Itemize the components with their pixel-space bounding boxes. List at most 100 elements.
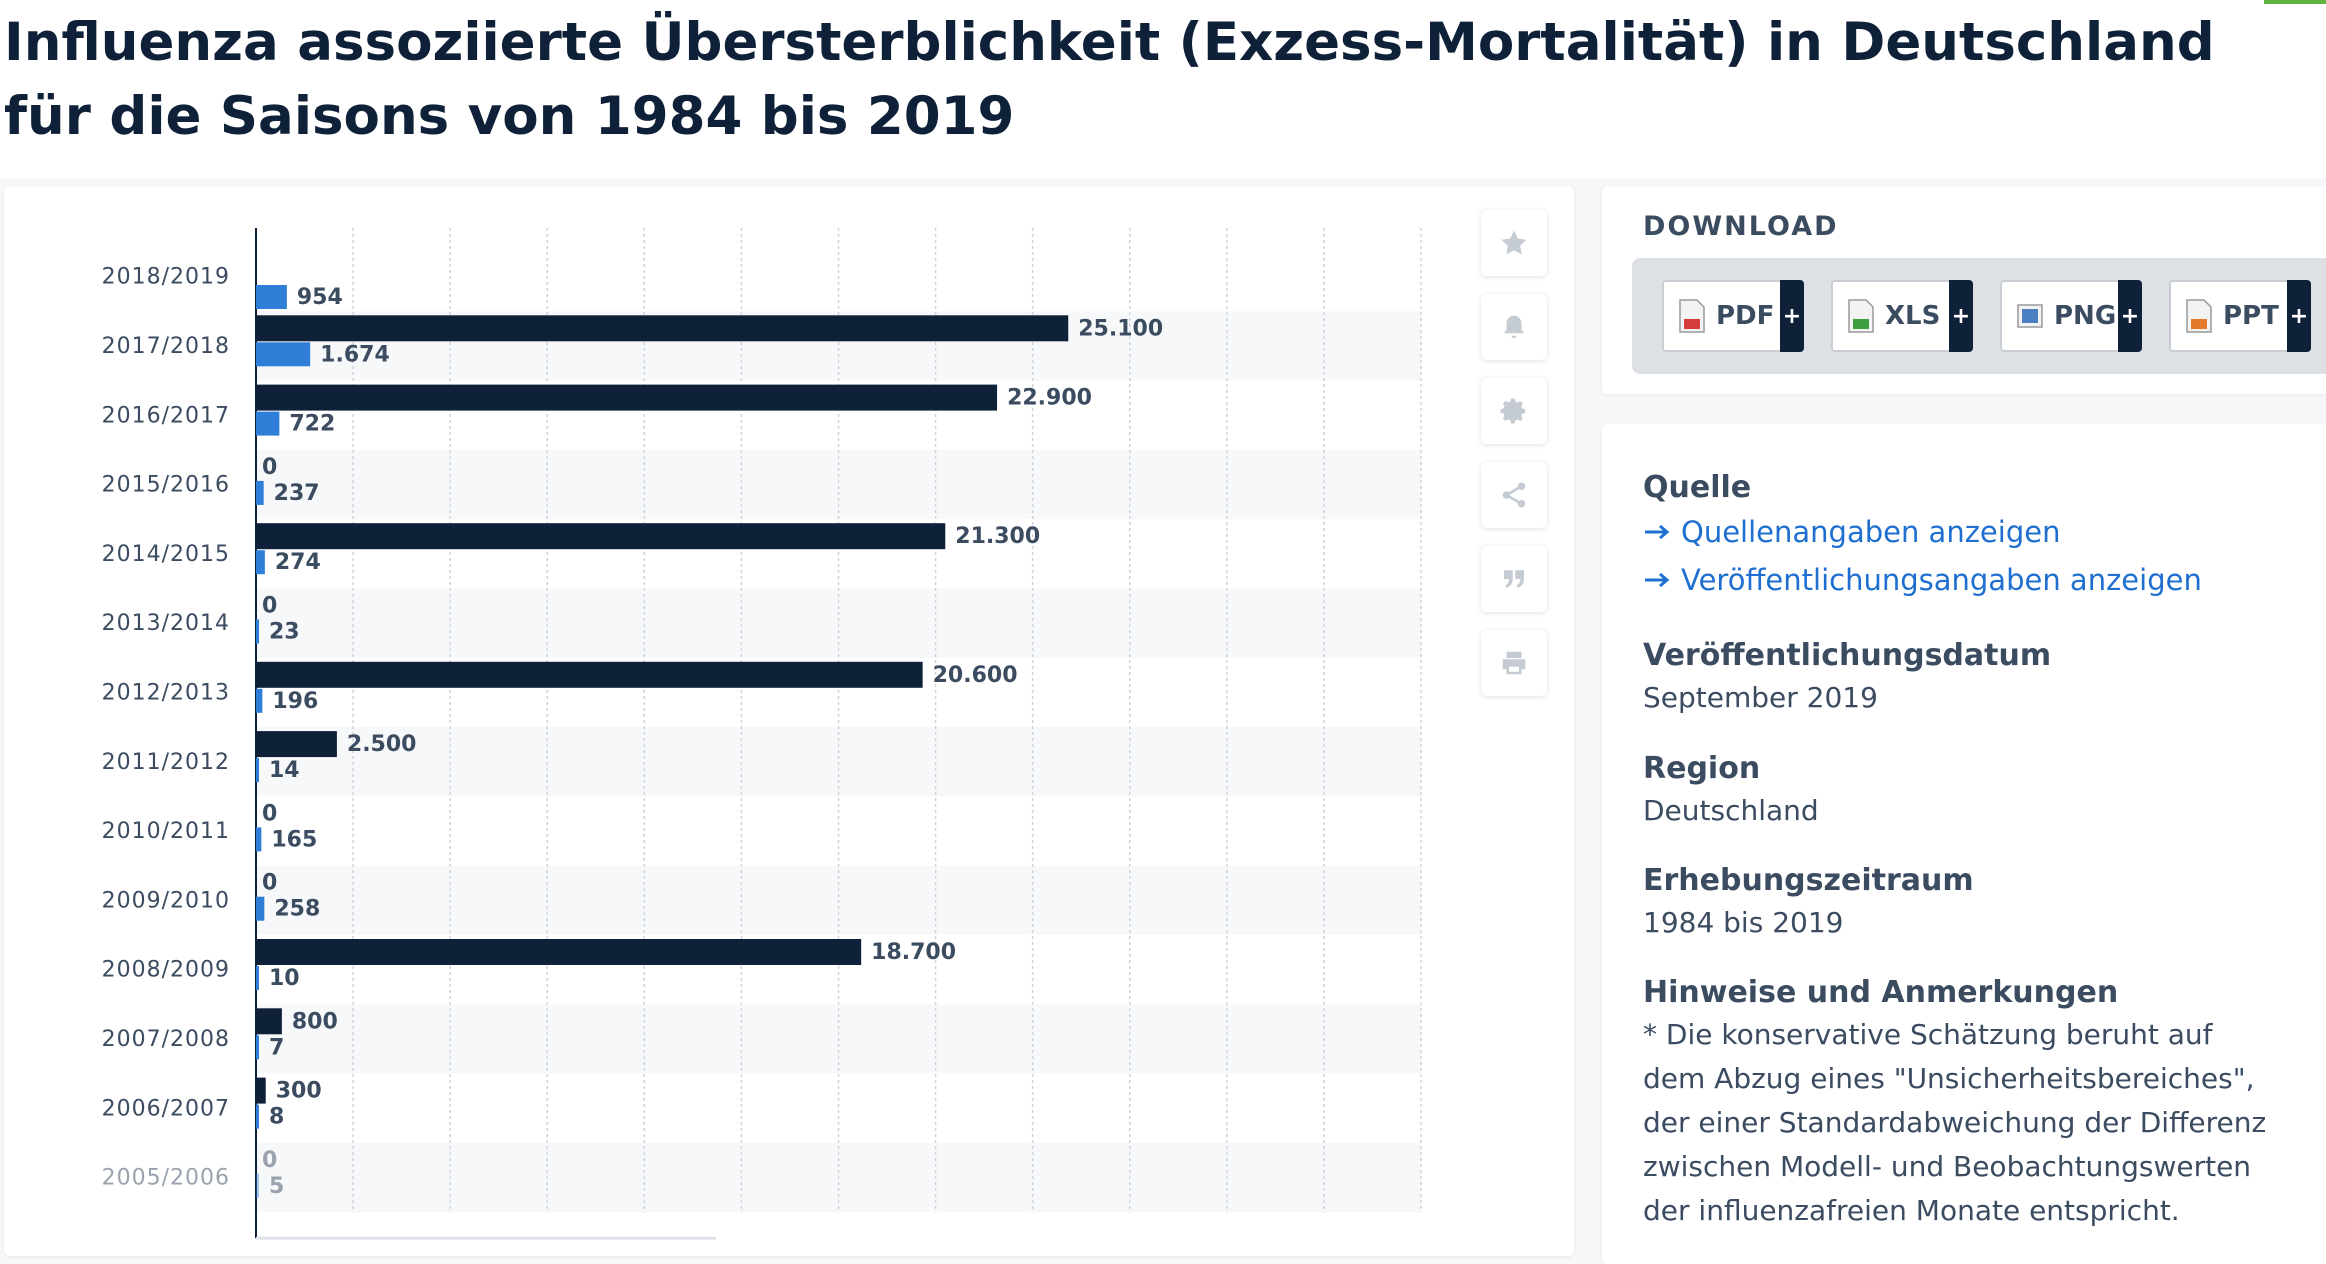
data-label-estimate: 0 — [262, 801, 277, 826]
download-ppt-plus[interactable]: + — [2287, 280, 2311, 352]
pdf-file-icon — [1679, 299, 1705, 333]
bar-confirmed — [256, 758, 259, 783]
data-label-confirmed: 1.674 — [320, 342, 390, 367]
bar-confirmed — [256, 896, 265, 921]
bar-estimate — [256, 661, 923, 688]
publication-link-text[interactable]: Veröffentlichungsangaben anzeigen — [1681, 563, 2202, 597]
bar-confirmed — [256, 550, 265, 575]
data-label-confirmed: 274 — [275, 550, 321, 575]
bar-confirmed — [256, 1035, 259, 1060]
y-tick-label: 2016/2017 — [102, 403, 230, 428]
y-tick-label: 2015/2016 — [102, 473, 230, 498]
region-section: Region Deutschland — [1643, 749, 1819, 833]
notes-value: * Die konservative Schätzung beruht auf … — [1643, 1018, 2267, 1227]
notes-heading: Hinweise und Anmerkungen — [1643, 975, 2119, 1010]
star-icon — [1501, 230, 1527, 255]
settings-button[interactable] — [1481, 378, 1547, 444]
bar-confirmed — [256, 688, 263, 713]
data-label-confirmed: 5 — [269, 1174, 284, 1199]
bar-confirmed — [256, 480, 264, 505]
download-xls-label: XLS — [1885, 301, 1941, 331]
bar-confirmed — [256, 1104, 259, 1129]
bar-chart: 2018/2019 954 2017/2018 25.100 1.674 2016/201… — [102, 228, 1422, 1240]
arrow-right-icon — [1645, 524, 1670, 540]
bar-estimate — [256, 523, 946, 550]
data-label-confirmed: 237 — [274, 481, 320, 506]
region-heading: Region — [1643, 751, 1761, 786]
data-label-estimate: 0 — [262, 455, 277, 480]
download-title: DOWNLOAD — [1643, 211, 1839, 242]
ppt-file-icon — [2186, 299, 2212, 333]
region-value: Deutschland — [1643, 794, 1819, 827]
notification-button[interactable] — [1481, 294, 1547, 360]
bar-estimate — [256, 1008, 282, 1035]
png-file-icon — [2017, 304, 2043, 328]
data-label-estimate: 2.500 — [347, 732, 417, 757]
y-tick-label: 2017/2018 — [102, 334, 230, 359]
download-bar: PDF + XLS + PNG + PPT + — [1632, 258, 2326, 374]
data-label-estimate: 25.100 — [1078, 316, 1163, 341]
y-tick-label: 2005/2006 — [102, 1166, 230, 1191]
period-section: Erhebungszeitraum 1984 bis 2019 — [1643, 861, 1974, 945]
cite-button[interactable] — [1481, 546, 1547, 612]
download-ppt-button[interactable]: PPT + — [2169, 280, 2311, 352]
info-card: Quelle Quellenangaben anzeigen Veröffent… — [1602, 424, 2326, 1264]
arrow-right-icon — [1645, 572, 1670, 588]
pubdate-value: September 2019 — [1643, 681, 1878, 714]
pubdate-section: Veröffentlichungsdatum September 2019 — [1643, 636, 2051, 720]
share-icon — [1502, 482, 1526, 508]
download-ppt-label: PPT — [2223, 301, 2279, 331]
y-tick-label: 2013/2014 — [102, 611, 230, 636]
favorite-button[interactable] — [1481, 210, 1547, 276]
notes-section: Hinweise und Anmerkungen * Die konservat… — [1643, 973, 2283, 1233]
data-label-confirmed: 23 — [269, 620, 300, 645]
source-section: Quelle Quellenangaben anzeigen Veröffent… — [1643, 468, 2202, 604]
page-title: Influenza assoziierte Übersterblichkeit … — [4, 12, 2215, 147]
pubdate-heading: Veröffentlichungsdatum — [1643, 638, 2052, 673]
download-png-label: PNG — [2054, 301, 2117, 331]
y-tick-label: 2010/2011 — [102, 819, 230, 844]
bar-estimate — [256, 1077, 266, 1104]
bar-confirmed — [256, 619, 259, 644]
data-label-estimate: 800 — [292, 1009, 338, 1034]
download-xls-plus[interactable]: + — [1949, 280, 1973, 352]
data-label-confirmed: 10 — [269, 966, 300, 991]
share-button[interactable] — [1481, 462, 1547, 528]
data-label-confirmed: 722 — [289, 412, 335, 437]
data-label-confirmed: 7 — [269, 1035, 284, 1060]
data-label-confirmed: 954 — [297, 285, 343, 310]
bar-estimate — [256, 731, 337, 758]
source-link[interactable]: Quellenangaben anzeigen — [1643, 508, 2202, 556]
y-tick-label: 2006/2007 — [102, 1096, 230, 1121]
publication-link[interactable]: Veröffentlichungsangaben anzeigen — [1643, 556, 2202, 604]
download-pdf-plus[interactable]: + — [1780, 280, 1804, 352]
bar-confirmed — [256, 966, 259, 990]
y-tick-label: 2009/2010 — [102, 888, 230, 913]
y-tick-label: 2011/2012 — [102, 750, 230, 775]
data-label-estimate: 300 — [276, 1079, 322, 1104]
bar-confirmed — [256, 411, 280, 436]
data-label-confirmed: 14 — [269, 758, 300, 783]
data-label-confirmed: 196 — [272, 689, 318, 714]
xls-file-icon — [1848, 299, 1874, 333]
quote-icon — [1504, 570, 1524, 588]
bar-estimate — [256, 384, 998, 411]
y-tick-label: 2018/2019 — [102, 265, 230, 290]
data-label-estimate: 21.300 — [955, 524, 1040, 549]
bar-confirmed — [256, 342, 311, 367]
bar-confirmed — [256, 1173, 259, 1198]
print-button[interactable] — [1481, 630, 1547, 696]
source-link-text[interactable]: Quellenangaben anzeigen — [1681, 515, 2061, 549]
download-png-plus[interactable]: + — [2118, 280, 2142, 352]
row-band — [256, 588, 1421, 658]
period-heading: Erhebungszeitraum — [1643, 863, 1974, 898]
y-tick-label: 2008/2009 — [102, 958, 230, 983]
download-xls-button[interactable]: XLS + — [1831, 280, 1973, 352]
download-pdf-button[interactable]: PDF + — [1662, 280, 1804, 352]
period-value: 1984 bis 2019 — [1643, 906, 1844, 939]
data-label-estimate: 22.900 — [1007, 386, 1092, 411]
y-tick-label: 2012/2013 — [102, 680, 230, 705]
data-label-confirmed: 165 — [271, 827, 317, 852]
download-png-button[interactable]: PNG + — [2000, 280, 2142, 352]
bar-estimate — [256, 939, 862, 965]
